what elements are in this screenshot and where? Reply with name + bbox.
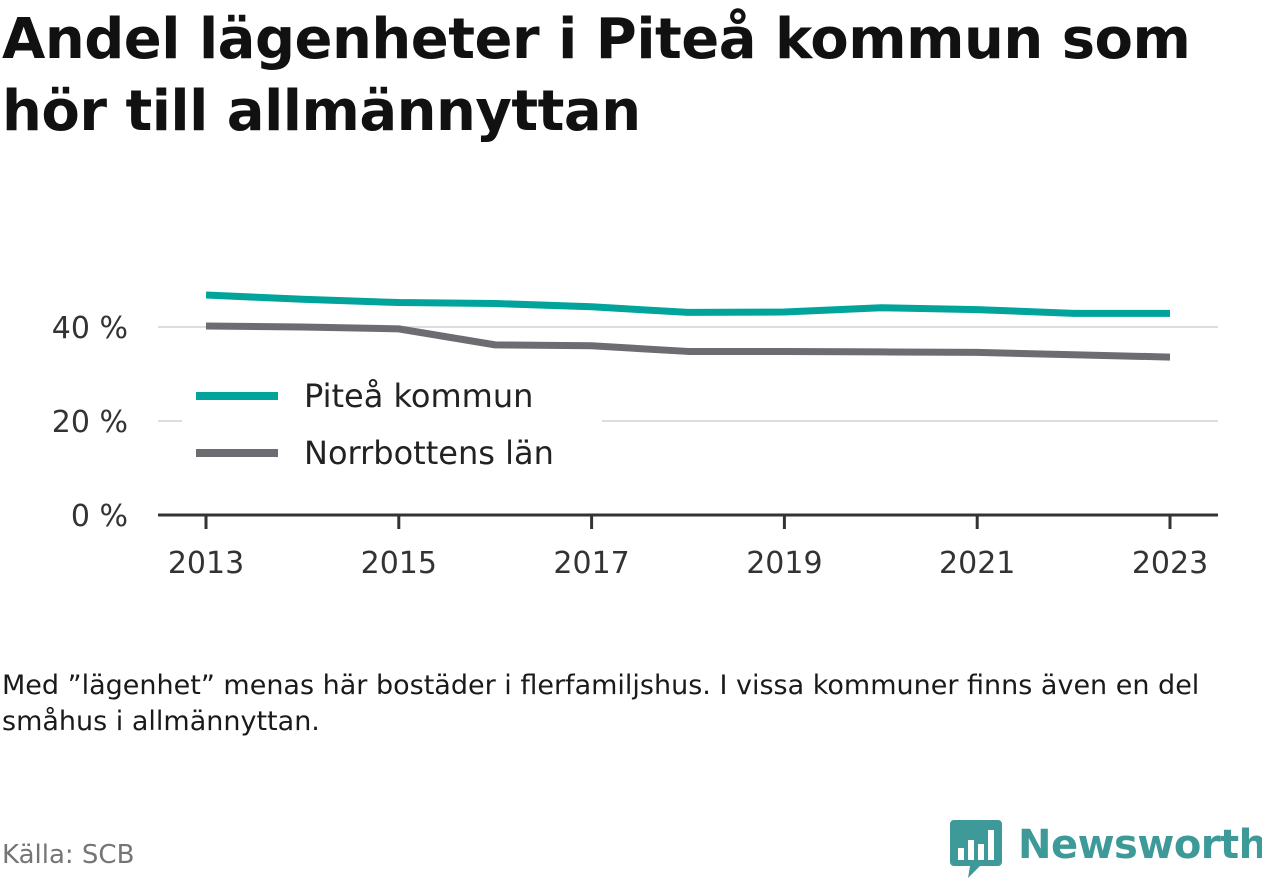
legend-background [182, 366, 602, 484]
x-axis-ticks: 2013 2015 2017 2019 2021 2023 [168, 515, 1208, 581]
y-tick-label: 20 % [52, 405, 128, 440]
x-tick-label: 2019 [746, 546, 822, 581]
bar-chart-speech-bubble-icon [950, 820, 1002, 878]
brand-name: Newsworthy [1018, 822, 1262, 868]
series-lines [205, 291, 1171, 361]
chart-note: Med ”lägenhet” menas här bostäder i fler… [2, 670, 1200, 737]
legend-label: Piteå kommun [304, 377, 533, 415]
y-tick-label: 40 % [52, 311, 128, 346]
x-tick-label: 2015 [361, 546, 437, 581]
x-tick-label: 2013 [168, 546, 244, 581]
chart-title: Andel lägenheter i Piteå kommun som hör … [2, 7, 1191, 144]
brand-logo: Newsworthy [950, 818, 1262, 880]
line-chart: 0 % 20 % 40 % 2013 2015 2017 2019 2021 2023 Pit… [52, 291, 1218, 581]
legend-label: Norrbottens län [304, 434, 554, 472]
y-tick-label: 0 % [71, 499, 128, 534]
source-label: Källa: SCB [2, 840, 135, 870]
x-tick-label: 2017 [553, 546, 629, 581]
legend: Piteå kommun Norrbottens län [182, 366, 602, 484]
y-axis-tick-labels: 0 % 20 % 40 % [52, 311, 128, 534]
x-tick-label: 2021 [939, 546, 1015, 581]
series-line-0 [205, 291, 1170, 317]
series-line-1 [205, 322, 1171, 361]
x-tick-label: 2023 [1132, 546, 1208, 581]
